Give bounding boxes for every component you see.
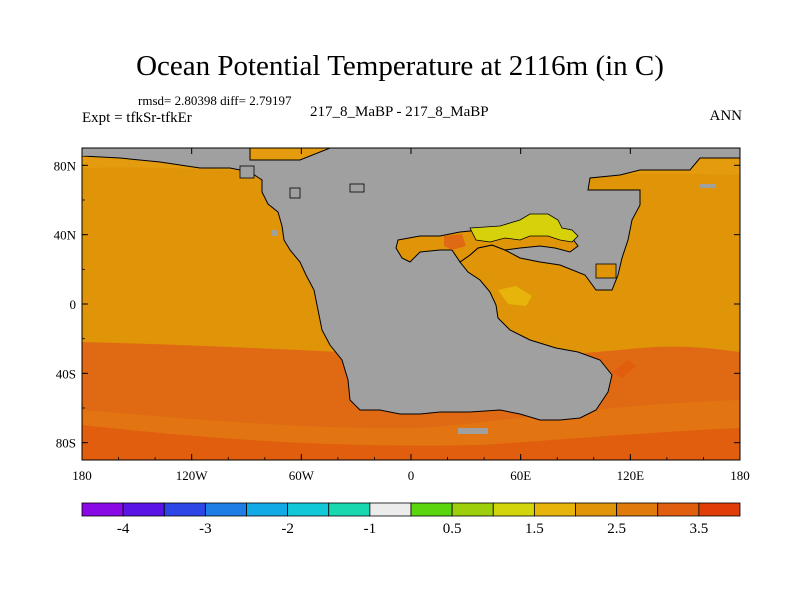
colorbar-swatch (533, 502, 576, 517)
lon-tick-label: 180 (730, 468, 750, 483)
land-patch-west (82, 148, 120, 156)
lat-tick-label: 80N (54, 158, 77, 173)
island-3 (272, 230, 278, 236)
colorbar-swatch (492, 502, 535, 517)
subtitle-label: 217_8_MaBP - 217_8_MaBP (310, 104, 489, 120)
southern-ocean-deep-band (82, 425, 740, 460)
lat-tick-label: 80S (56, 436, 76, 451)
colorbar-label: -2 (281, 521, 294, 537)
colorbar-label: -4 (117, 521, 130, 537)
warm-spot (612, 360, 636, 378)
land-mass (82, 148, 740, 421)
colorbar-swatch (328, 502, 371, 517)
island-4 (289, 187, 301, 199)
stats-label: rmsd= 2.80398 diff= 2.79197 (138, 93, 292, 108)
lon-tick-label: 180 (72, 468, 92, 483)
lat-tick-label: 40S (56, 366, 76, 381)
lon-tick-label: 120W (176, 468, 209, 483)
colorbar-boxes (81, 502, 741, 517)
lon-tick-label: 120E (617, 468, 645, 483)
lon-tick-label: 60E (510, 468, 531, 483)
lat-tick-label: 40N (54, 228, 77, 243)
island-6 (700, 184, 716, 188)
colorbar-swatch (698, 502, 741, 517)
inner-bay (595, 263, 617, 279)
colorbar-swatch (287, 502, 330, 517)
colorbar-swatch (163, 502, 206, 517)
anomaly-region (469, 213, 579, 243)
colorbar-swatch (246, 502, 289, 517)
colorbar-label: 1.5 (525, 521, 544, 537)
map-field (82, 148, 740, 460)
lon-tick-label: 60W (289, 468, 315, 483)
plot-title: Ocean Potential Temperature at 2116m (in… (136, 50, 664, 82)
colorbar-swatch (575, 502, 618, 517)
colorbar-swatch (204, 502, 247, 517)
colorbar-swatch (410, 502, 453, 517)
colorbar-label: -3 (199, 521, 212, 537)
experiment-label: Expt = tfkSr-tfkEr (82, 110, 192, 126)
season-label: ANN (709, 108, 743, 124)
lat-tick-label: 0 (70, 297, 77, 312)
lon-tick-label: 0 (408, 468, 415, 483)
colorbar-label: 0.5 (443, 521, 462, 537)
colorbar-swatch (369, 502, 412, 517)
southern-land-edge (458, 428, 488, 434)
island-1 (239, 165, 255, 179)
inlet-light-patch (498, 286, 532, 306)
colorbar-label: -1 (364, 521, 377, 537)
lat-tick-group: 80N 40N 0 40S 80S (54, 158, 740, 451)
colorbar-labels: -4 -3 -2 -1 0.5 1.5 2.5 3.5 (117, 521, 708, 537)
colorbar-swatch (81, 502, 124, 517)
inlet-warm-patch (444, 234, 466, 250)
colorbar-swatch (657, 502, 700, 517)
colorbar-label: 2.5 (607, 521, 626, 537)
colorbar-label: 3.5 (690, 521, 709, 537)
colorbar-swatch (451, 502, 494, 517)
colorbar-swatch (122, 502, 165, 517)
island-5 (410, 170, 418, 176)
lon-tick-group: 180 120W 60W 0 60E 120E 180 (72, 148, 750, 483)
colorbar-swatch (616, 502, 659, 517)
island-2 (349, 183, 365, 193)
